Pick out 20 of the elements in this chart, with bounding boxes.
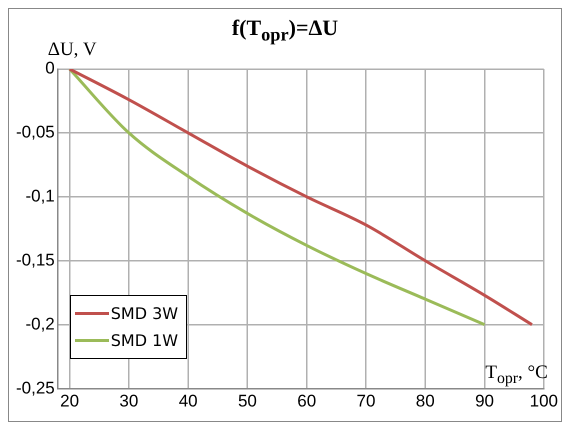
y-tick-label: 0 xyxy=(45,58,55,78)
legend-label: SMD 3W xyxy=(110,304,178,323)
y-tick-label: -0,25 xyxy=(16,378,55,398)
y-axis-title: ΔU, V xyxy=(48,39,97,61)
x-tick-label: 60 xyxy=(297,391,316,410)
y-tick-label: -0,05 xyxy=(16,122,55,142)
x-tick-label: 30 xyxy=(119,391,138,410)
chart-title: f(T$_{opr}$)=ΔU xyxy=(232,15,338,44)
x-tick-label: 100 xyxy=(530,391,558,410)
x-tick-label: 90 xyxy=(475,391,494,410)
y-tick-label: -0,2 xyxy=(25,314,55,334)
x-axis-title: T$_{opr}$, °C xyxy=(485,362,548,388)
x-tick-label: 50 xyxy=(238,391,257,410)
y-tick-label: -0,1 xyxy=(25,186,55,206)
y-tick-label: -0,15 xyxy=(16,250,55,270)
x-tick-label: 70 xyxy=(356,391,376,410)
x-tick-label: 20 xyxy=(60,391,80,410)
x-tick-label: 80 xyxy=(416,391,435,410)
x-tick-label: 40 xyxy=(178,391,198,410)
legend-label: SMD 1W xyxy=(110,330,178,350)
